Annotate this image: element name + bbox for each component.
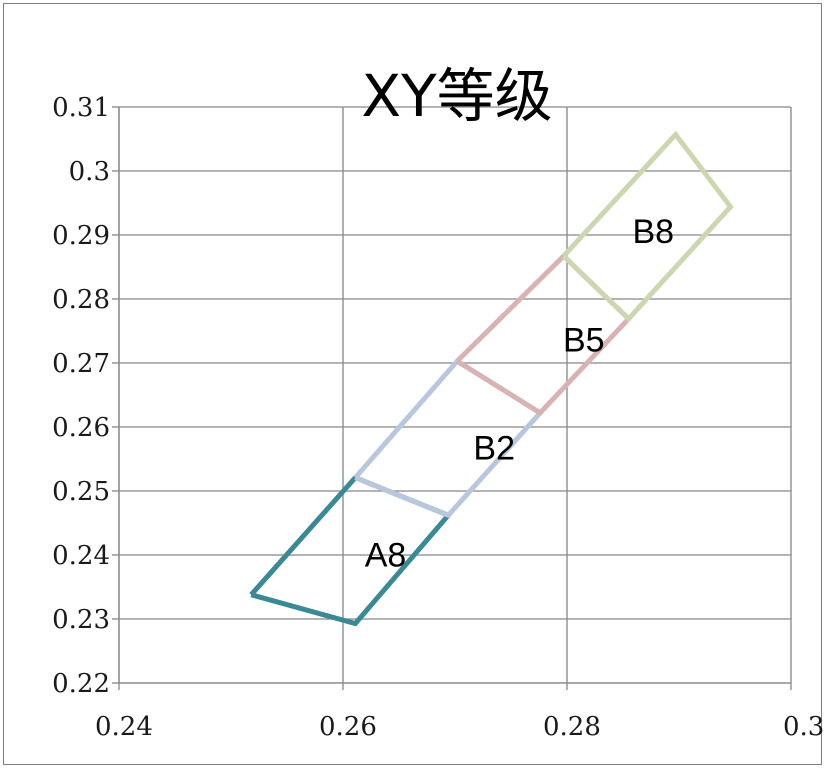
region-b5-label: B5 — [563, 321, 605, 359]
y-tick-label: 0.23 — [52, 605, 110, 635]
y-tick-label: 0.29 — [52, 221, 110, 251]
y-tick-label: 0.3 — [69, 157, 110, 187]
region-b8-label: B8 — [632, 213, 674, 251]
y-tick-label: 0.28 — [52, 285, 110, 315]
y-tick-label: 0.27 — [52, 349, 110, 379]
region-b8-outline — [561, 130, 734, 323]
y-tick-label: 0.25 — [52, 477, 110, 507]
y-tick-label: 0.31 — [52, 93, 110, 123]
series-layer — [249, 130, 734, 627]
region-b2-label: B2 — [473, 429, 515, 467]
chart-title: XY等级 — [361, 62, 552, 130]
region-a8-outline — [249, 474, 453, 627]
grid-layer — [118, 106, 792, 684]
x-tick-label: 0.24 — [95, 712, 153, 742]
y-tick-label: 0.24 — [52, 541, 110, 571]
label-layer: A8 B2 B5 B8 — [365, 213, 674, 574]
region-a8-label: A8 — [365, 536, 407, 574]
axis-layer: 0.31 0.3 0.29 0.28 0.27 0.26 0.25 0.24 0.23 0.22 0… — [52, 93, 824, 742]
chart-frame — [3, 3, 822, 765]
x-tick-label: 0.28 — [543, 712, 601, 742]
x-tick-label: 0.3 — [783, 712, 824, 742]
y-tick-label: 0.26 — [52, 413, 110, 443]
y-tick-label: 0.22 — [52, 669, 110, 699]
x-tick-label: 0.26 — [319, 712, 377, 742]
